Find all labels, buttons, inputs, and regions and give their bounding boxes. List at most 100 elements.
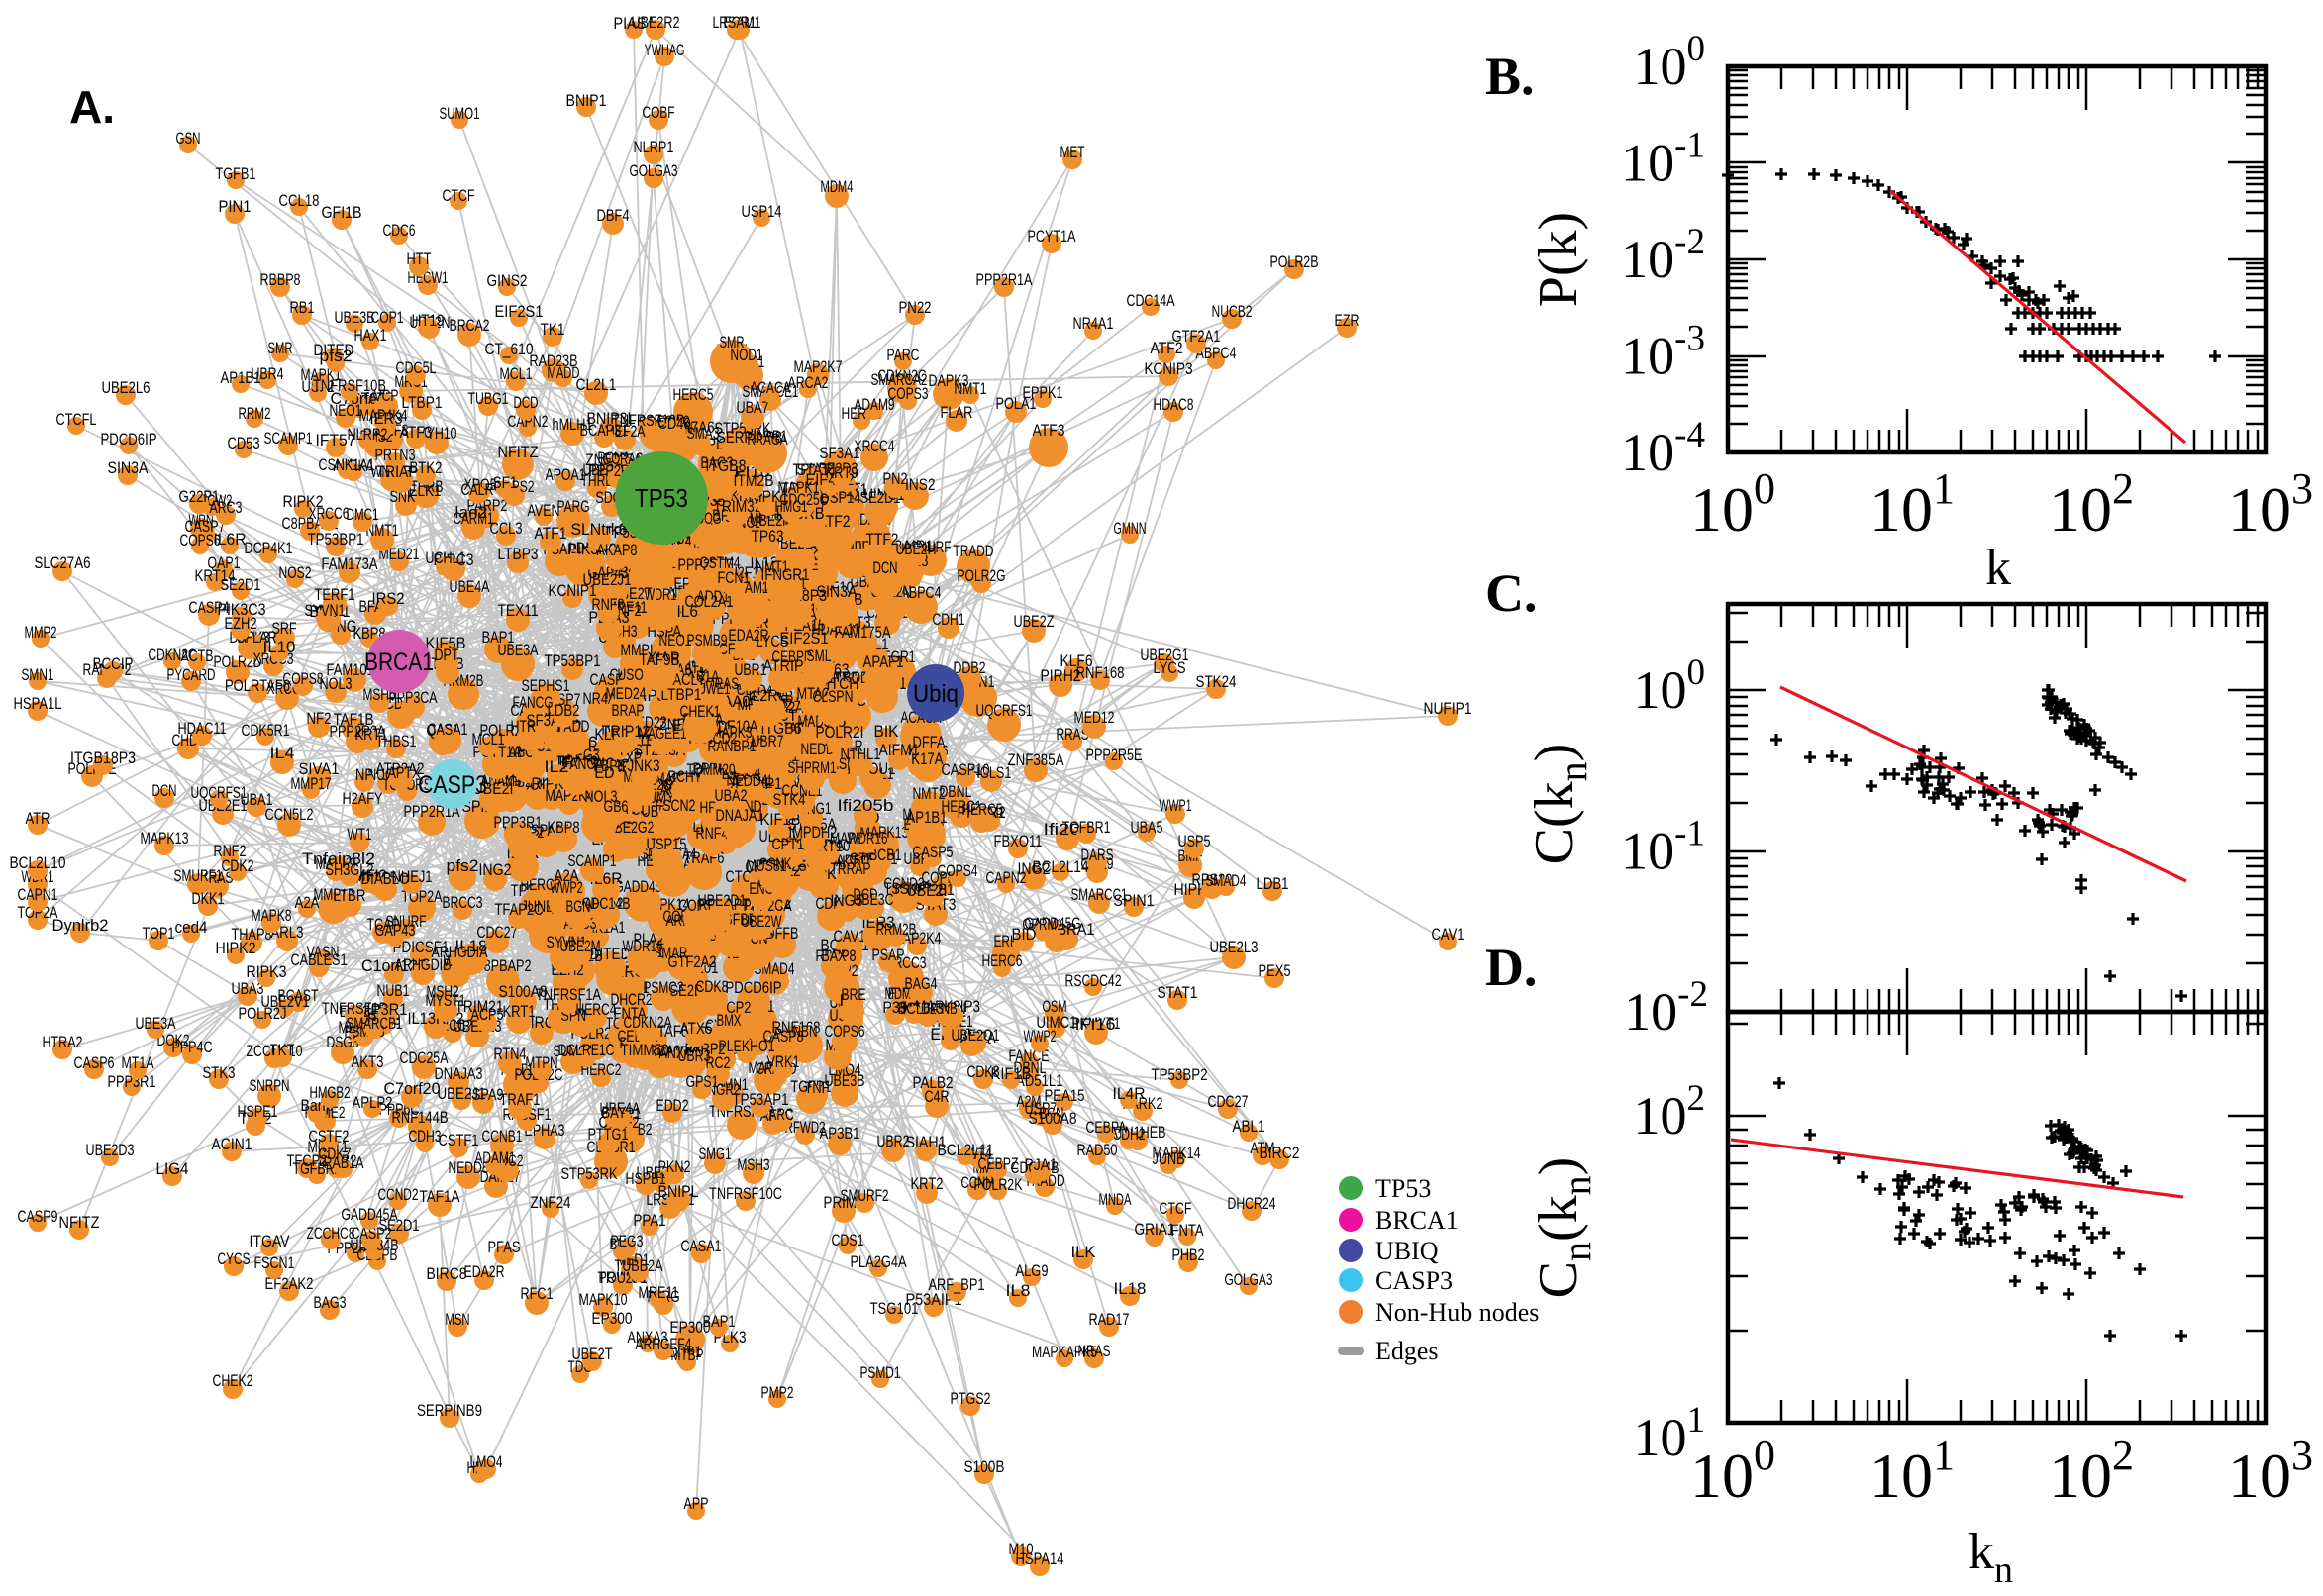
svg-text:NUB1: NUB1 <box>377 982 410 1000</box>
svg-text:CCL18: CCL18 <box>279 192 320 210</box>
svg-text:CDC6: CDC6 <box>383 222 416 240</box>
svg-text:THBS1: THBS1 <box>376 733 417 750</box>
svg-text:TIMM50: TIMM50 <box>621 1042 669 1059</box>
svg-text:LTBP3: LTBP3 <box>498 546 539 563</box>
svg-text:SMR: SMR <box>720 334 745 351</box>
svg-text:BAY: BAY <box>602 1104 627 1122</box>
svg-text:CEBPD: CEBPD <box>772 648 813 666</box>
svg-text:LTBP1: LTBP1 <box>402 394 443 412</box>
svg-text:BMX: BMX <box>717 1012 742 1030</box>
svg-text:RTN4: RTN4 <box>494 1046 527 1063</box>
svg-text:MTA2: MTA2 <box>797 685 830 703</box>
svg-text:pfs2: pfs2 <box>447 857 479 875</box>
svg-text:RBBP8: RBBP8 <box>260 271 301 289</box>
svg-text:KCNIP1: KCNIP1 <box>549 582 597 600</box>
svg-text:LDB1: LDB1 <box>1257 875 1289 893</box>
svg-text:GPS1: GPS1 <box>686 1073 719 1091</box>
svg-text:BAP1: BAP1 <box>703 1313 736 1331</box>
svg-text:ACACA: ACACA <box>751 379 791 397</box>
svg-text:MSH3: MSH3 <box>738 1156 770 1174</box>
svg-text:TEX11: TEX11 <box>498 602 539 620</box>
svg-text:MED12: MED12 <box>1074 709 1115 727</box>
svg-text:BRAP: BRAP <box>612 702 645 720</box>
svg-text:UBE2I: UBE2I <box>907 882 948 900</box>
svg-text:ATRIP: ATRIP <box>763 657 804 675</box>
svg-text:GSN: GSN <box>176 130 201 148</box>
svg-text:UBE3C: UBE3C <box>854 891 894 909</box>
svg-text:SMG1: SMG1 <box>699 1146 732 1163</box>
svg-text:HSPE1: HSPE1 <box>238 1103 278 1121</box>
svg-text:BAG4: BAG4 <box>905 975 938 993</box>
svg-text:PARC: PARC <box>887 347 920 364</box>
svg-text:CARM1: CARM1 <box>454 510 494 528</box>
svg-text:IFT57: IFT57 <box>316 432 356 449</box>
svg-text:CDS1: CDS1 <box>832 1232 864 1249</box>
svg-text:CT_610: CT_610 <box>485 341 534 358</box>
svg-text:DMC1: DMC1 <box>347 506 379 524</box>
svg-text:ACIN1: ACIN1 <box>212 1136 252 1153</box>
svg-text:NFITZ: NFITZ <box>59 1214 100 1232</box>
svg-text:RRAS: RRAS <box>1057 726 1089 744</box>
svg-text:EDD2: EDD2 <box>656 1097 689 1115</box>
svg-text:ACTB: ACTB <box>181 648 214 665</box>
svg-text:DBNL: DBNL <box>940 783 972 801</box>
svg-text:STAT1: STAT1 <box>1158 984 1198 1002</box>
svg-text:NMT1: NMT1 <box>366 522 399 540</box>
svg-text:BNIP1: BNIP1 <box>566 92 607 110</box>
svg-text:ELK1: ELK1 <box>409 482 442 500</box>
svg-text:A2M: A2M <box>1017 1093 1042 1111</box>
svg-text:H2AFY: H2AFY <box>343 790 383 808</box>
svg-text:NLRP1: NLRP1 <box>634 139 674 156</box>
svg-text:TP53: TP53 <box>1375 1174 1431 1203</box>
svg-text:HMG1: HMG1 <box>775 498 808 516</box>
svg-text:MNDA: MNDA <box>1099 1191 1132 1209</box>
svg-text:D.: D. <box>1485 938 1538 997</box>
svg-text:UBE2D3: UBE2D3 <box>86 1142 135 1159</box>
svg-text:CHEK2: CHEK2 <box>213 1372 253 1390</box>
svg-text:FSCN2: FSCN2 <box>656 797 696 815</box>
svg-text:CDC14A: CDC14A <box>1127 292 1175 310</box>
svg-text:UBR3: UBR3 <box>678 1047 711 1065</box>
svg-text:JUNB: JUNB <box>1153 1150 1185 1168</box>
svg-text:RAD50: RAD50 <box>1077 1142 1118 1159</box>
svg-text:ARHGEF4: ARHGEF4 <box>636 1336 692 1353</box>
svg-text:CL2L1: CL2L1 <box>576 376 617 394</box>
svg-text:S100A8: S100A8 <box>1029 1110 1077 1128</box>
svg-text:FANCG: FANCG <box>513 694 554 712</box>
svg-text:USO1: USO1 <box>618 666 651 684</box>
svg-text:VCP: VCP <box>374 387 399 405</box>
svg-text:UBA3: UBA3 <box>232 980 264 998</box>
svg-text:TRIM21: TRIM21 <box>455 998 504 1016</box>
svg-text:PPP2R1A: PPP2R1A <box>976 271 1033 289</box>
svg-text:UCHL1: UCHL1 <box>426 549 466 567</box>
svg-text:MAP2K7: MAP2K7 <box>794 358 843 376</box>
svg-text:TOMM20: TOMM20 <box>687 761 736 779</box>
svg-text:DHCR24: DHCR24 <box>611 991 659 1009</box>
svg-text:SHPRM1: SHPRM1 <box>788 759 837 777</box>
svg-text:IMPDH2: IMPDH2 <box>789 824 838 842</box>
svg-text:C4R: C4R <box>925 1088 950 1106</box>
svg-text:NMT1: NMT1 <box>955 380 987 398</box>
svg-text:MRE11: MRE11 <box>639 1284 679 1302</box>
svg-text:CDC5L: CDC5L <box>396 359 437 377</box>
svg-text:EDA2R: EDA2R <box>464 1263 505 1281</box>
svg-text:EP300: EP300 <box>670 1319 711 1337</box>
svg-text:CASP9: CASP9 <box>18 1208 58 1226</box>
svg-text:FAM173A: FAM173A <box>322 555 378 573</box>
svg-text:PDCD6IP: PDCD6IP <box>101 431 157 449</box>
svg-text:PPP2R5E: PPP2R5E <box>1086 747 1143 764</box>
svg-text:SRF: SRF <box>272 620 297 638</box>
svg-text:DCN: DCN <box>873 559 898 577</box>
svg-text:UBE2I: UBE2I <box>473 780 514 798</box>
svg-text:FANCA: FANCA <box>563 755 604 773</box>
svg-text:BCL2L14: BCL2L14 <box>1033 858 1089 876</box>
svg-text:NMT1: NMT1 <box>757 558 789 576</box>
svg-text:BAP1: BAP1 <box>482 629 515 647</box>
svg-text:SML: SML <box>807 648 832 665</box>
svg-text:UBE2Z: UBE2Z <box>1014 613 1055 631</box>
svg-text:POLA1: POLA1 <box>996 395 1037 413</box>
svg-text:RC2: RC2 <box>706 1054 731 1072</box>
svg-text:WWP2: WWP2 <box>1024 1028 1057 1046</box>
svg-text:POLRTAF6: POLRTAF6 <box>225 677 290 695</box>
svg-text:AP1B1: AP1B1 <box>907 809 948 827</box>
